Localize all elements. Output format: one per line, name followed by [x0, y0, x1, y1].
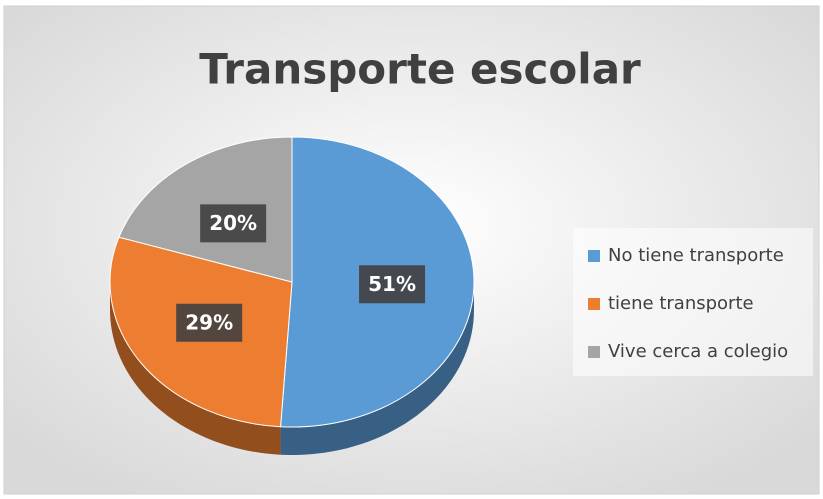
slice-side	[280, 282, 474, 455]
legend-label: tiene transporte	[608, 293, 754, 314]
slice-side	[110, 282, 281, 455]
data-label-box	[200, 204, 267, 243]
data-label: 20%	[209, 211, 257, 235]
legend-label: Vive cerca a colegio	[608, 341, 788, 362]
chart-title: Transporte escolar	[199, 45, 641, 94]
legend-swatch	[588, 250, 600, 262]
legend-background	[573, 228, 813, 376]
data-label-box	[176, 303, 243, 342]
legend-swatch	[588, 298, 600, 310]
data-label: 51%	[368, 272, 416, 296]
legend-swatch	[588, 346, 600, 358]
legend-label: No tiene transporte	[608, 245, 784, 266]
data-label: 29%	[185, 310, 233, 334]
data-label-box	[359, 265, 426, 304]
